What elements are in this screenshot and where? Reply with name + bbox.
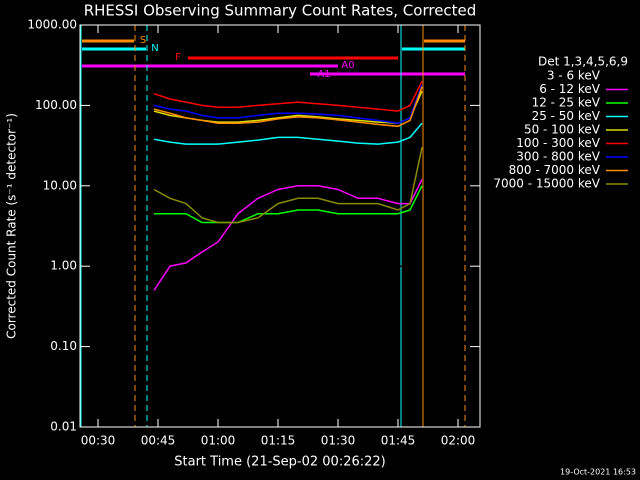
legend-title: Det 1,3,4,5,6,9 (538, 55, 628, 69)
series-line (153, 227, 423, 403)
state-bars (80, 25, 466, 427)
annotation: N (151, 43, 158, 54)
footer: 19-Oct-2021 16:53 (560, 468, 636, 477)
legend-label: 6 - 12 keV (539, 82, 601, 96)
annotation: F (175, 52, 181, 63)
series-line (153, 122, 423, 145)
y-tick-label: 100.00 (35, 98, 77, 112)
series-line (154, 185, 423, 224)
annotation: S (140, 35, 146, 46)
legend-label: 12 - 25 keV (532, 96, 601, 110)
legend-label: 25 - 50 keV (532, 109, 601, 123)
chart-title: RHESSI Observing Summary Count Rates, Co… (84, 2, 477, 20)
annotation: A1 (317, 69, 330, 80)
series-line (153, 86, 423, 128)
series-line (153, 84, 423, 124)
series-line (153, 147, 423, 224)
x-tick-label: 00:30 (81, 434, 116, 448)
legend-label: 800 - 7000 keV (509, 163, 601, 177)
x-tick-label: 01:00 (201, 434, 236, 448)
legend-label: 50 - 100 keV (524, 123, 601, 137)
series-line (153, 80, 423, 112)
y-tick-label: 0.10 (50, 339, 77, 353)
annotation: A0 (341, 60, 354, 71)
x-tick-label: 01:15 (261, 434, 296, 448)
x-tick-label: 01:30 (321, 434, 356, 448)
y-axis-label: Corrected Count Rate (s⁻¹ detector⁻¹) (5, 113, 19, 339)
y-tick-label: 0.01 (50, 420, 77, 434)
y-tick-label: 10.00 (43, 178, 77, 192)
x-tick-label: 00:45 (141, 434, 176, 448)
y-tick-label: 1.00 (50, 259, 77, 273)
x-axis-label: Start Time (21-Sep-02 00:26:22) (174, 455, 385, 470)
y-tick-label: 1000.00 (27, 18, 77, 32)
series-line (153, 179, 423, 291)
legend-label: 100 - 300 keV (516, 136, 600, 150)
legend-label: 300 - 800 keV (516, 150, 600, 164)
legend-label: 7000 - 15000 keV (493, 177, 600, 191)
legend-label: 3 - 6 keV (547, 69, 601, 83)
x-tick-label: 01:45 (381, 434, 416, 448)
x-tick-label: 02:00 (441, 434, 476, 448)
plot-frame (79, 24, 481, 428)
